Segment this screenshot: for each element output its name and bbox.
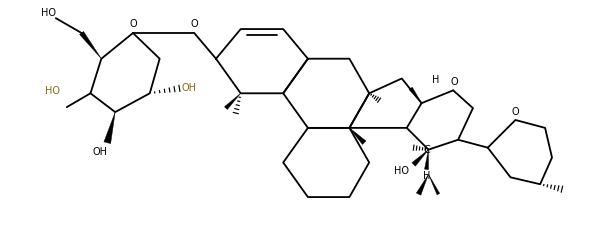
Polygon shape — [225, 93, 241, 109]
Text: H: H — [423, 171, 430, 181]
Text: HO: HO — [41, 8, 56, 18]
Text: OH: OH — [181, 83, 196, 93]
Polygon shape — [425, 150, 428, 170]
Polygon shape — [412, 150, 428, 166]
Polygon shape — [428, 174, 440, 195]
Text: O: O — [512, 107, 519, 117]
Polygon shape — [104, 112, 115, 144]
Polygon shape — [416, 174, 428, 195]
Text: O: O — [450, 77, 458, 87]
Text: H: H — [432, 75, 439, 86]
Polygon shape — [80, 32, 101, 59]
Text: O: O — [190, 19, 198, 29]
Text: OH: OH — [92, 147, 107, 157]
Text: C: C — [423, 145, 430, 155]
Polygon shape — [409, 87, 422, 103]
Text: HO: HO — [45, 86, 60, 96]
Polygon shape — [349, 128, 366, 145]
Text: O: O — [129, 19, 137, 29]
Text: HO: HO — [394, 166, 409, 176]
